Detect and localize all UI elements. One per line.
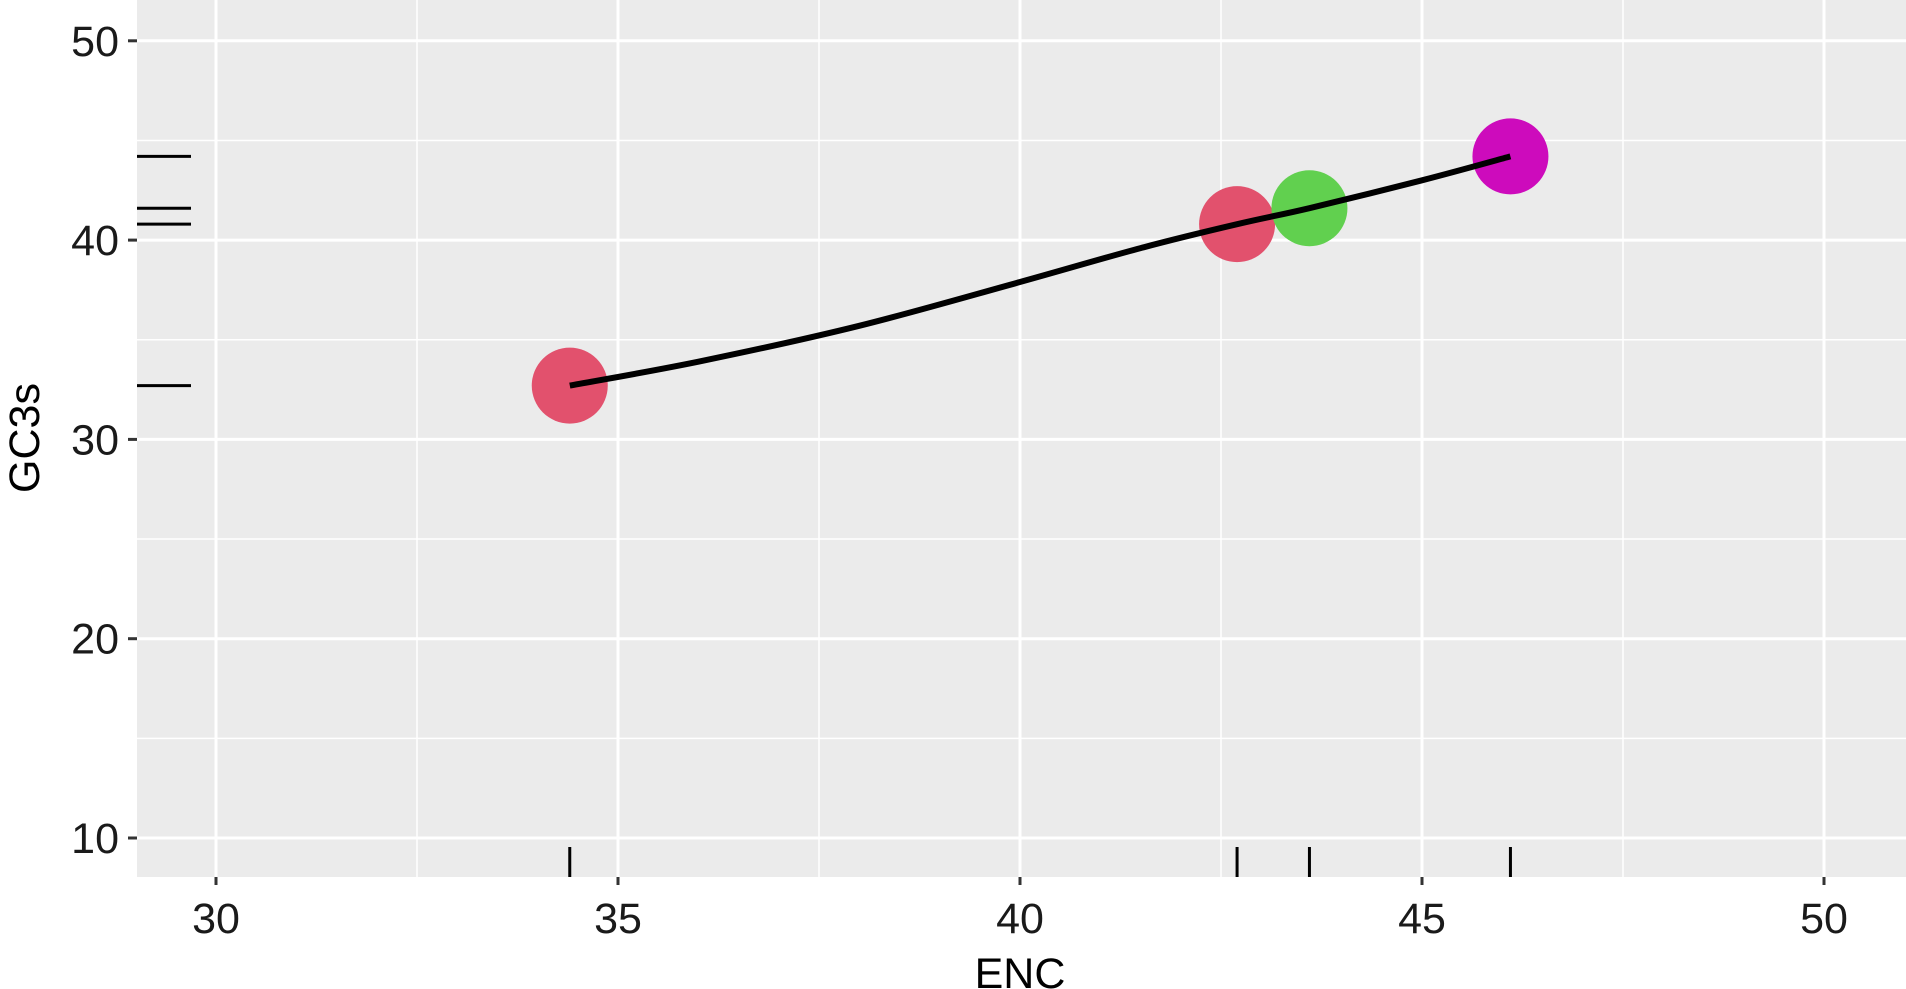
smooth-trend-line (569, 153, 1512, 389)
x-tick-label: 30 (192, 895, 240, 943)
rug-marks (137, 154, 1512, 877)
y-axis-title: GC3s (1, 383, 49, 493)
x-tick-label: 50 (1800, 895, 1848, 943)
x-axis-title: ENC (975, 950, 1066, 989)
data-point (531, 347, 608, 424)
x-axis: 30 35 40 45 50 (192, 877, 1848, 943)
y-tick-label: 20 (71, 616, 119, 664)
y-tick-label: 10 (71, 815, 119, 863)
y-tick-label: 40 (71, 217, 119, 265)
y-tick-label: 50 (71, 18, 119, 66)
x-tick-label: 45 (1398, 895, 1446, 943)
x-tick-label: 40 (996, 895, 1044, 943)
data-point (1472, 118, 1549, 195)
x-tick-label: 35 (594, 895, 642, 943)
major-gridlines (137, 0, 1906, 877)
y-tick-label: 30 (71, 416, 119, 464)
y-axis: 10 20 30 40 50 (71, 18, 137, 863)
